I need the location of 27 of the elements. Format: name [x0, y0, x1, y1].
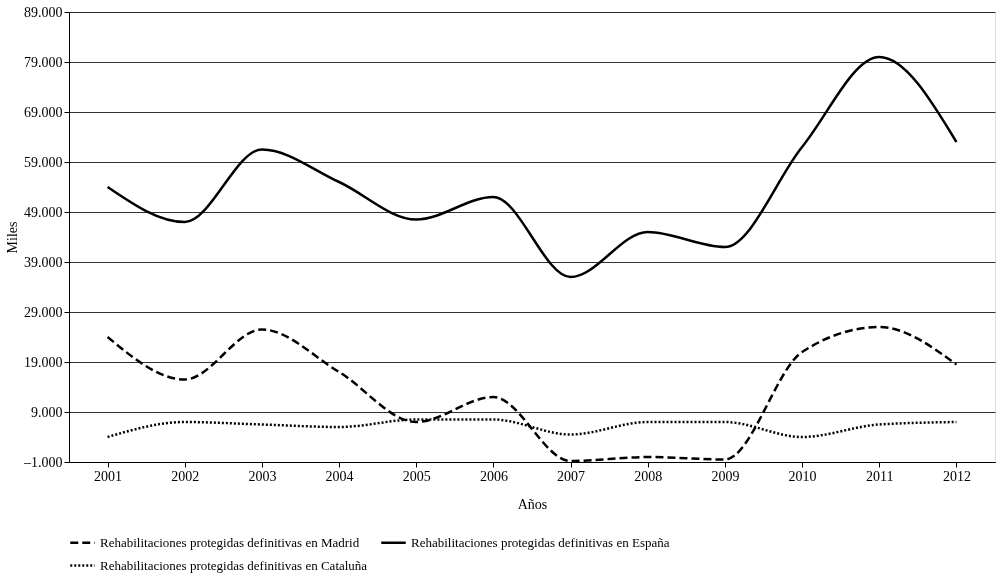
y-axis-title: Miles [5, 221, 20, 254]
y-tick-label: 79.000 [24, 54, 63, 70]
legend-label: Rehabilitaciones protegidas definitivas en Cataluña [100, 557, 368, 573]
x-tick-label: 2007 [557, 468, 586, 484]
x-tick-label: 2010 [788, 468, 817, 484]
x-tick-label: 2001 [94, 468, 123, 484]
y-tick-label: 19.000 [24, 354, 63, 370]
x-tick-label: 2009 [711, 468, 740, 484]
x-axis-title: Años [517, 496, 548, 512]
y-tick-label: 89.000 [24, 4, 63, 20]
y-tick-label: 69.000 [24, 104, 63, 120]
y-tick-label: 9.000 [31, 404, 63, 420]
y-tick-label: 29.000 [24, 304, 63, 320]
x-tick-label: 2012 [942, 468, 971, 484]
y-tick-label: 39.000 [24, 254, 63, 270]
y-tick-label: 59.000 [24, 154, 63, 170]
x-tick-label: 2011 [866, 468, 894, 484]
legend-label: Rehabilitaciones protegidas definitivas en España [411, 534, 670, 550]
legend-label: Rehabilitaciones protegidas definitivas en Madrid [100, 534, 360, 550]
x-tick-label: 2008 [634, 468, 663, 484]
x-tick-label: 2006 [479, 468, 508, 484]
x-tick-label: 2003 [248, 468, 277, 484]
y-tick-label: –1.000 [23, 454, 63, 470]
x-tick-label: 2004 [325, 468, 354, 484]
x-tick-label: 2005 [402, 468, 431, 484]
x-tick-label: 2002 [171, 468, 200, 484]
y-tick-label: 49.000 [24, 204, 63, 220]
